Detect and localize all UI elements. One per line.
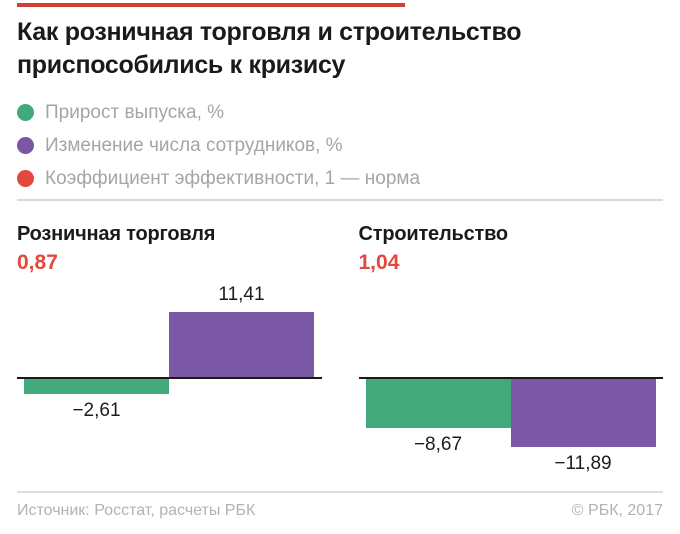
bar-negative [24,379,169,394]
zero-baseline [358,377,663,379]
bar-value-label: −8,67 [413,434,463,455]
legend-dot-icon [17,170,34,187]
legend-item-label: Коэффициент эффективности, 1 — норма [45,167,421,189]
zero-baseline [17,377,322,379]
legend-item-label: Изменение числа сотрудников, % [45,134,343,156]
chart-retail: Розничная торговля 0,87 −2,61 11,41 [17,215,322,491]
bar-value-label: −11,89 [554,453,612,474]
page-title-line1: Как розничная торговля и строительство [17,18,522,46]
chart-construction: Строительство 1,04 −8,67 −11,89 [358,215,663,491]
top-accent-line [17,3,405,7]
chart-construction-title: Строительство [358,223,509,245]
bar-positive [169,312,314,377]
legend-item-label: Прирост выпуска, % [45,101,225,123]
chart-retail-coefficient: 0,87 [17,251,58,274]
bar-value-label: 11,41 [218,284,265,305]
legend-item-1: Изменение числа сотрудников, % [17,129,420,162]
legend: Прирост выпуска, % Изменение числа сотруд… [17,96,420,195]
chart-construction-coefficient: 1,04 [358,251,400,274]
legend-dot-icon [17,137,34,154]
bar-negative [365,379,511,428]
footer-source: Источник: Росстат, расчеты РБК [17,502,256,519]
chart-construction-plot: −8,67 −11,89 [358,276,663,491]
footer-copyright: © РБК, 2017 [571,502,663,519]
bar-negative [510,379,656,447]
footer: Источник: Росстат, расчеты РБК © РБК, 20… [17,491,663,520]
legend-item-0: Прирост выпуска, % [17,96,420,129]
section-divider [17,199,663,201]
page-title: Как розничная торговля и строительство п… [17,16,663,82]
bar-value-label: −2,61 [72,400,121,421]
legend-item-2: Коэффициент эффективности, 1 — норма [17,162,420,195]
legend-dot-icon [17,104,34,121]
chart-retail-plot: −2,61 11,41 [17,276,322,491]
charts-row: Розничная торговля 0,87 −2,61 11,41 Строи… [17,215,663,491]
chart-retail-title: Розничная торговля [17,223,216,245]
page-title-line2: приспособились к кризису [17,51,346,79]
